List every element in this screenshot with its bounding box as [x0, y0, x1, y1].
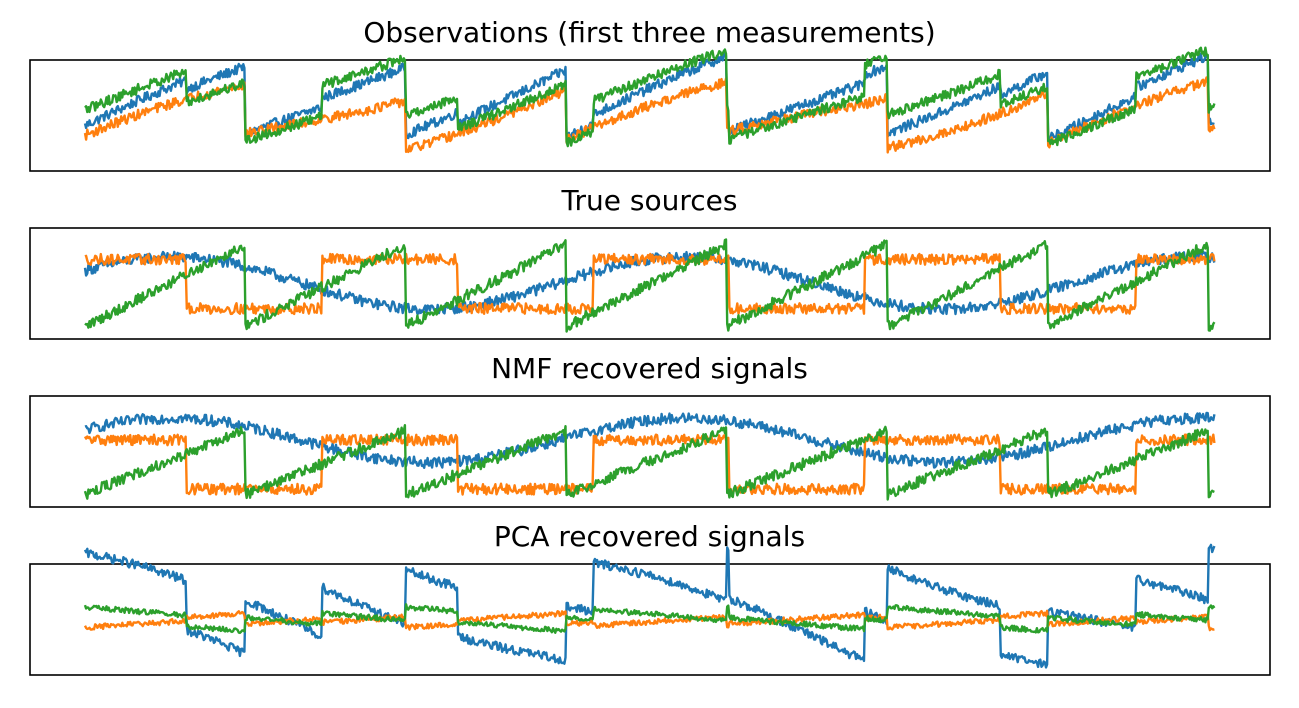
- series-line-1: [83, 51, 1215, 144]
- panel-pca-recovered: PCA recovered signals: [29, 520, 1271, 676]
- panel-observations: Observations (first three measurements): [29, 16, 1271, 172]
- series-line-1: [84, 411, 1216, 469]
- series-line-2: [84, 252, 1216, 316]
- series-line-2: [83, 433, 1216, 496]
- series-layer: [83, 411, 1216, 501]
- series-layer: [83, 238, 1216, 333]
- series-line-3: [83, 603, 1216, 635]
- series-line-1: [83, 250, 1216, 316]
- series-line-1: [83, 543, 1216, 669]
- series-line-3: [83, 424, 1215, 501]
- series-layer: [83, 46, 1216, 154]
- panel-title: True sources: [561, 184, 738, 217]
- axes-frame: [29, 395, 1271, 508]
- series-line-2: [83, 76, 1216, 154]
- panel-title: NMF recovered signals: [491, 352, 808, 385]
- series-line-3: [84, 238, 1216, 333]
- panel-true-sources: True sources: [29, 184, 1271, 340]
- series-line-2: [83, 609, 1215, 632]
- axes-frame: [29, 59, 1271, 172]
- panel-title: PCA recovered signals: [494, 520, 805, 553]
- axes-frame: [29, 563, 1271, 676]
- series-line-3: [84, 46, 1216, 148]
- series-layer: [83, 543, 1216, 669]
- panel-nmf-recovered: NMF recovered signals: [29, 352, 1271, 508]
- panel-title: Observations (first three measurements): [363, 16, 935, 49]
- axes-frame: [29, 227, 1271, 340]
